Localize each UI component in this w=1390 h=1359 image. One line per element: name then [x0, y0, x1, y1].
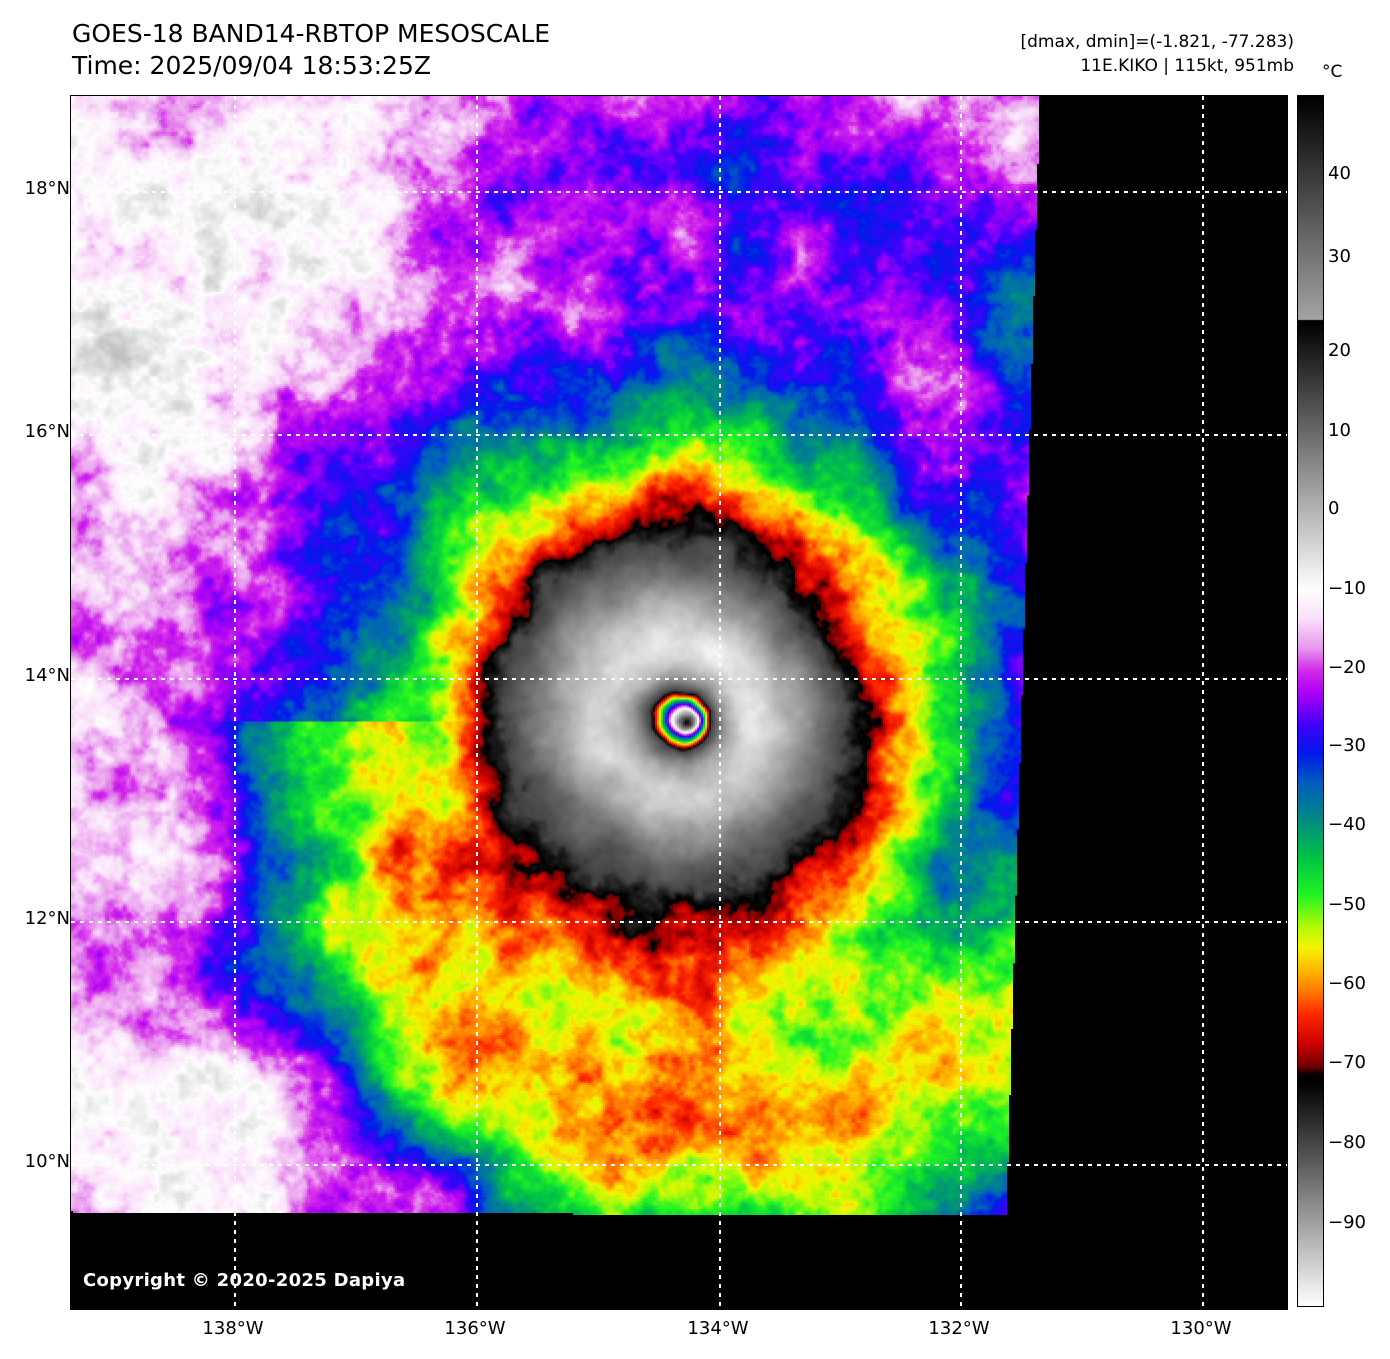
lat-tick-label: 12°N: [24, 908, 70, 929]
lon-tick-label: 132°W: [928, 1318, 990, 1339]
colorbar-tick-label: −70: [1328, 1052, 1366, 1073]
storm-info-label: 11E.KIKO | 115kt, 951mb: [1080, 56, 1294, 76]
lat-tick-label: 10°N: [24, 1151, 70, 1172]
colorbar-tick-label: −80: [1328, 1132, 1366, 1153]
annotation-block: [dmax, dmin]=(-1.821, -77.283) 11E.KIKO …: [1021, 30, 1295, 78]
colorbar-tick-label: −10: [1328, 578, 1366, 599]
gridline-longitude: [1202, 96, 1204, 1309]
gridline-longitude: [476, 96, 478, 1309]
lon-tick-label: 138°W: [202, 1318, 264, 1339]
gridline-longitude: [960, 96, 962, 1309]
colorbar-tick-label: −90: [1328, 1212, 1366, 1233]
gridline-latitude: [71, 678, 1287, 680]
lat-tick-label: 14°N: [24, 665, 70, 686]
gridline-longitude: [719, 96, 721, 1309]
colorbar[interactable]: [1297, 95, 1324, 1307]
lon-tick-label: 136°W: [444, 1318, 506, 1339]
dminmax-label: [dmax, dmin]=(-1.821, -77.283): [1020, 32, 1295, 52]
colorbar-tick-label: −60: [1328, 973, 1366, 994]
colorbar-tick-label: −50: [1328, 894, 1366, 915]
colorbar-unit-label: °C: [1322, 62, 1343, 82]
lat-tick-label: 16°N: [24, 421, 70, 442]
satellite-imagery-layer: [71, 96, 1287, 1309]
timestamp-label: Time: 2025/09/04 18:53:25Z: [72, 51, 431, 80]
lat-tick-label: 18°N: [24, 178, 70, 199]
satellite-image-plot[interactable]: Copyright © 2020-2025 Dapiya: [70, 95, 1288, 1310]
title-block: GOES-18 BAND14-RBTOP MESOSCALE Time: 202…: [72, 18, 550, 82]
page-title: GOES-18 BAND14-RBTOP MESOSCALE: [72, 19, 551, 48]
gridline-latitude: [71, 191, 1287, 193]
colorbar-tick-label: −40: [1328, 814, 1366, 835]
gridline-longitude: [234, 96, 236, 1309]
colorbar-tick-label: −20: [1328, 657, 1366, 678]
colorbar-tick-label: 30: [1328, 246, 1351, 267]
colorbar-tick-label: 20: [1328, 340, 1351, 361]
gridline-latitude: [71, 921, 1287, 923]
colorbar-tick-label: −30: [1328, 735, 1366, 756]
copyright-notice: Copyright © 2020-2025 Dapiya: [83, 1270, 406, 1291]
gridline-latitude: [71, 434, 1287, 436]
colorbar-tick-label: 40: [1328, 163, 1351, 184]
colorbar-tick-label: 10: [1328, 420, 1351, 441]
satellite-canvas: [71, 96, 1287, 1309]
lon-tick-label: 130°W: [1170, 1318, 1232, 1339]
lon-tick-label: 134°W: [687, 1318, 749, 1339]
colorbar-tick-label: 0: [1328, 498, 1340, 519]
gridline-latitude: [71, 1164, 1287, 1166]
colorbar-canvas: [1298, 96, 1323, 1306]
